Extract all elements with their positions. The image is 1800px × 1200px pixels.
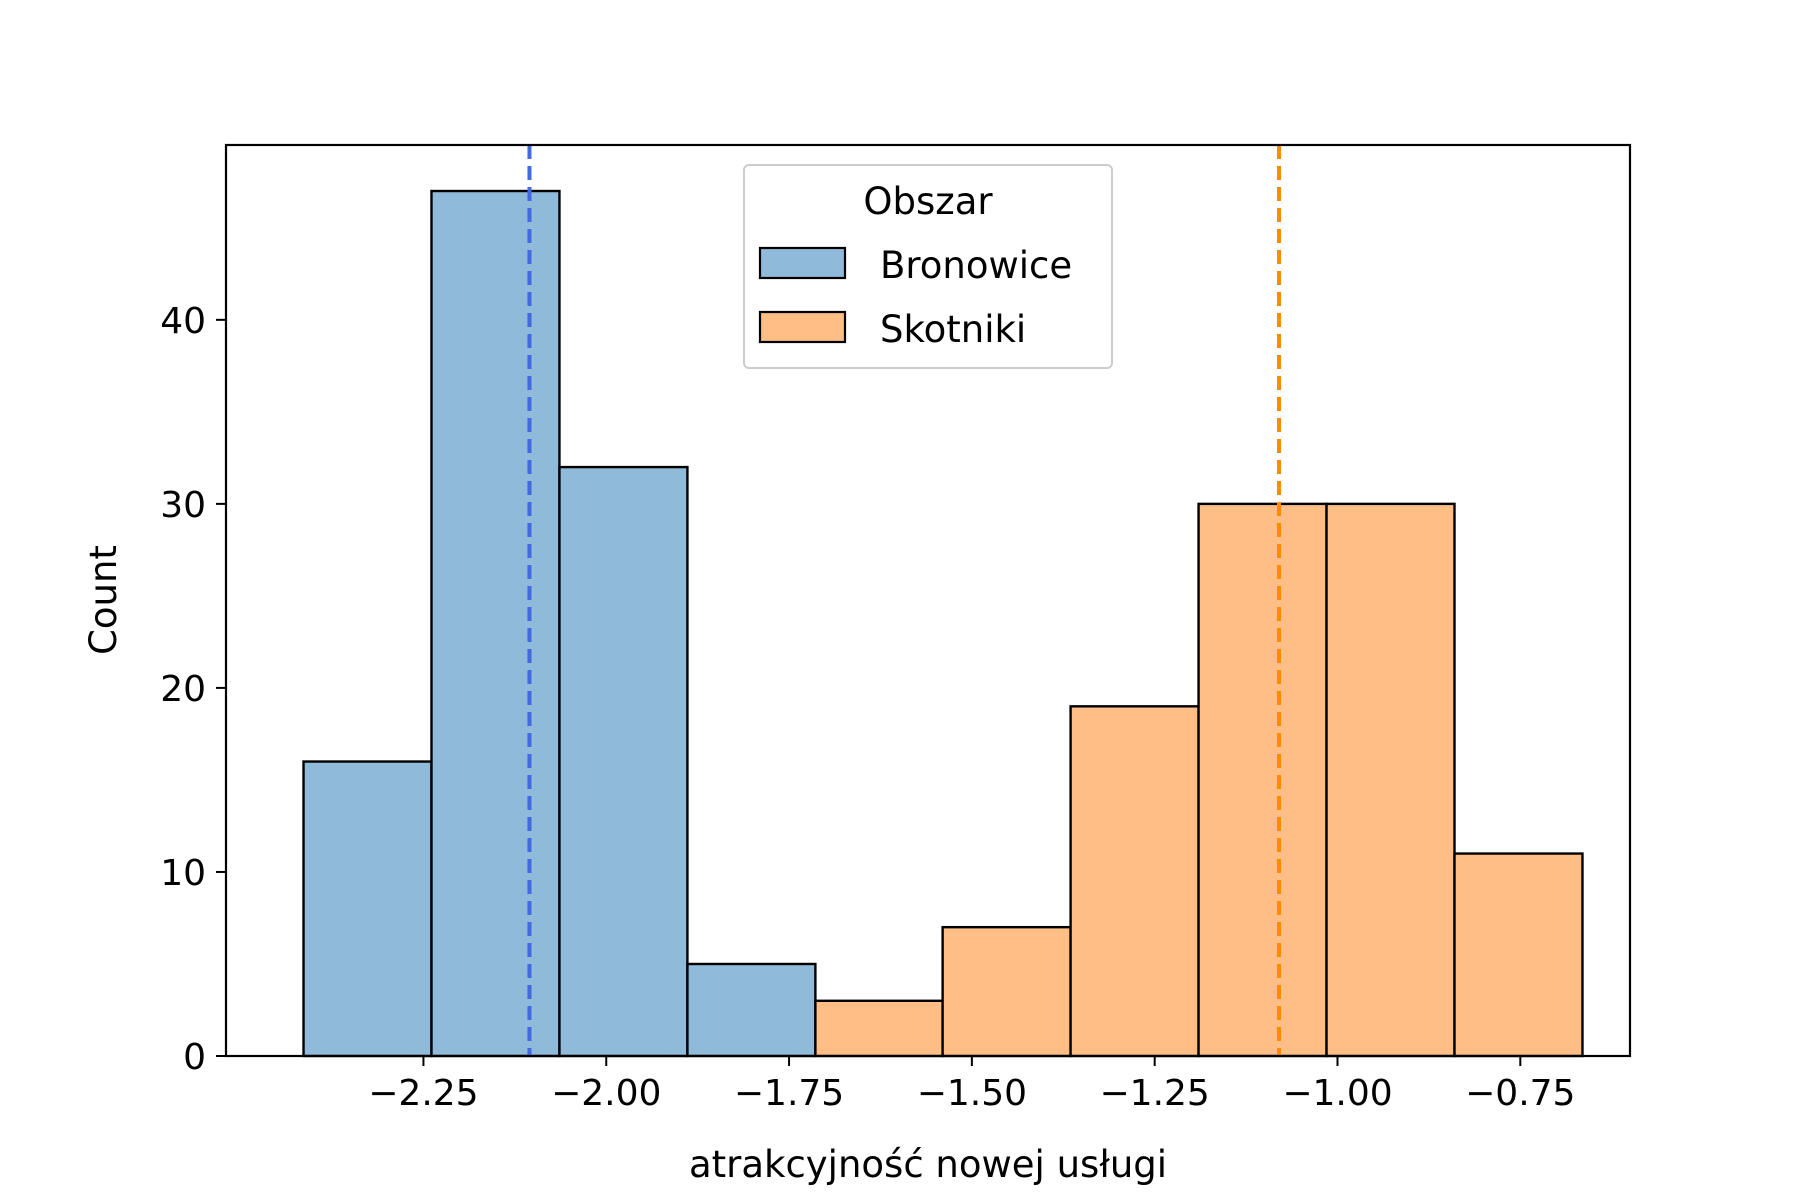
plot-frame: [224, 143, 1632, 1058]
legend-swatch-bronowice: [758, 246, 847, 280]
x-tick-label: −1.75: [734, 1073, 844, 1114]
bar-bronowice-0: [302, 760, 433, 1058]
bar-bronowice-1: [430, 189, 561, 1058]
x-axis-label: atrakcyjność nowej usługi: [689, 1143, 1167, 1186]
legend-label-skotniki: Skotniki: [880, 308, 1026, 351]
x-tick-label: −0.75: [1465, 1073, 1575, 1114]
bar-skotniki-2: [1069, 705, 1200, 1058]
mean-lines: [527, 145, 1281, 1056]
legend-swatch-skotniki: [758, 310, 847, 344]
x-tick-label: −2.25: [368, 1073, 478, 1114]
histogram-bars: [302, 189, 1584, 1058]
y-tick-label: 30: [160, 485, 206, 526]
y-tick-label: 10: [160, 853, 206, 894]
y-tick-label: 40: [160, 301, 206, 342]
legend: Obszar Bronowice Skotniki: [743, 164, 1113, 369]
x-tick-label: −1.25: [1100, 1073, 1210, 1114]
bar-skotniki-3: [1197, 502, 1328, 1058]
bar-skotniki-0: [814, 999, 944, 1058]
y-tick-label: 20: [160, 669, 206, 710]
bar-skotniki-1: [941, 925, 1072, 1058]
y-tick-label: 0: [183, 1037, 206, 1078]
legend-title: Obszar: [863, 180, 993, 223]
bar-skotniki-5: [1453, 852, 1584, 1058]
x-axis-ticks: −2.25 −2.00 −1.75 −1.50 −1.25 −1.00 −0.75: [368, 1056, 1575, 1114]
legend-label-bronowice: Bronowice: [880, 244, 1072, 287]
bar-bronowice-3: [686, 962, 817, 1058]
y-axis-label: Count: [82, 545, 125, 655]
y-axis-ticks: 0 10 20 30 40: [160, 301, 226, 1078]
x-tick-label: −2.00: [551, 1073, 661, 1114]
x-tick-label: −1.50: [917, 1073, 1027, 1114]
x-tick-label: −1.00: [1282, 1073, 1392, 1114]
bar-skotniki-4: [1325, 502, 1456, 1058]
bar-bronowice-2: [558, 465, 689, 1058]
